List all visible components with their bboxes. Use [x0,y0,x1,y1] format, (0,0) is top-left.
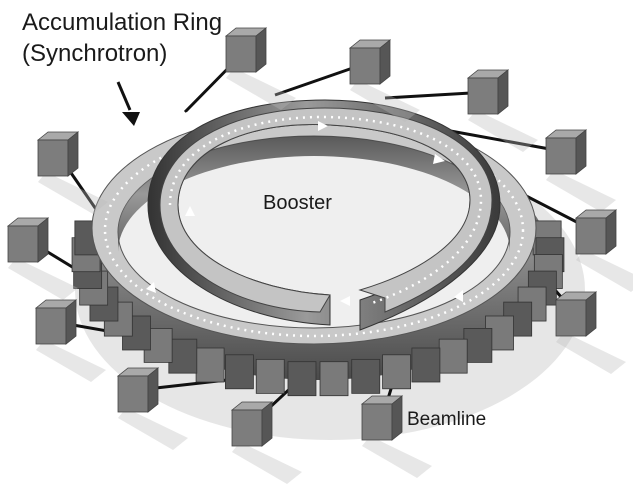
ring-title-line2: (Synchrotron) [22,40,168,67]
ring-magnet-segment [195,347,225,383]
beamline-station-block-icon [466,69,538,152]
ring-magnet-segment [438,338,468,374]
beamline-station-block-icon [34,299,106,382]
beamline-station-block-icon [224,27,296,110]
beam-direction-arrow-icon [146,282,156,293]
beam-direction-arrow-icon [318,121,328,131]
beamline-station-block-icon [574,209,633,292]
beamline-station-block-icon [230,401,302,484]
beamline-station-block-icon [348,39,420,122]
ring-magnet-segment [411,347,441,383]
ring-magnet-segment [255,358,285,394]
booster-ring [147,99,501,331]
accumulation-ring [71,111,565,397]
beam-direction-arrows [146,112,463,306]
ring-magnet-segment [351,358,381,394]
ring-inner-wall [118,136,510,252]
beam-direction-arrow-icon [186,112,196,122]
ring-beam-path [103,122,525,338]
ring-magnet-segment [168,338,198,374]
booster-label: Booster [263,192,332,214]
beam-direction-arrow-icon [454,290,463,302]
ring-magnet-segment [287,361,317,397]
beam-direction-arrow-icon [340,296,350,306]
beamline-label: Beamline [407,409,487,430]
ring-magnet-segments [71,220,565,397]
ring-magnet-segment [382,354,411,390]
beamline-station-block-icon [116,367,188,450]
beamline-stations [6,27,633,484]
ring-magnet-segment [463,328,493,363]
beam-direction-arrow-icon [433,154,445,164]
ring-magnet-segment [319,361,349,397]
beamline-station-block-icon [544,129,616,212]
callout-arrow-icon [116,81,140,126]
beam-direction-arrow-icon [185,206,195,216]
booster-beam-path [168,115,483,305]
beamline-station-block-icon [554,291,626,374]
ring-magnet-segment [225,354,254,390]
beamline-station-block-icon [36,131,108,214]
ring-title-line1: Accumulation Ring [22,9,223,36]
beamline-station-block-icon [6,217,78,300]
booster-top-surface [159,107,493,313]
beamline-station-block-icon [360,395,432,478]
